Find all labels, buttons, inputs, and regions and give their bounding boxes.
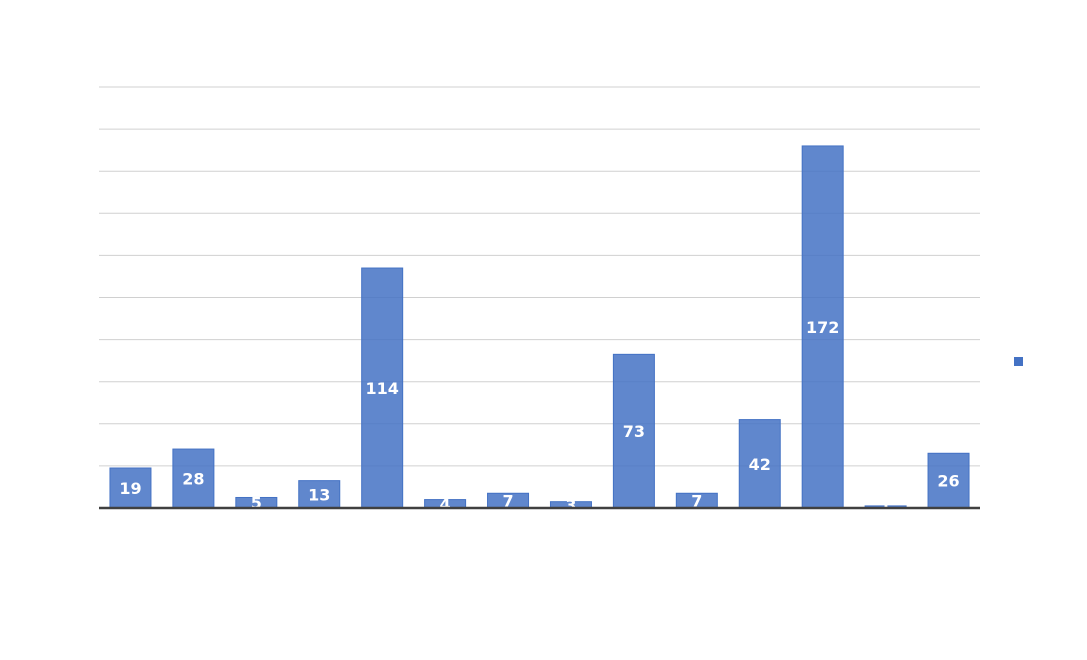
bar-value-label: 26	[937, 472, 959, 491]
bar	[109, 467, 152, 509]
bar-value-label: 7	[691, 492, 702, 511]
bar-value-label: 114	[365, 379, 398, 398]
bar-value-label: 42	[749, 455, 771, 474]
bar-value-label: 7	[502, 492, 513, 511]
bar	[172, 448, 215, 509]
bar	[801, 145, 844, 509]
gridlines	[99, 86, 980, 467]
bar	[612, 353, 655, 509]
bar-value-label: 172	[806, 318, 839, 337]
bar-value-label: 3	[565, 496, 576, 515]
bar-value-label: 28	[182, 470, 204, 489]
bar-value-label: 19	[119, 479, 141, 498]
bar-value-label: 4	[440, 495, 451, 514]
bar-value-label: 5	[251, 494, 262, 513]
bar-value-label: 73	[623, 422, 645, 441]
bars	[109, 145, 970, 509]
bar	[927, 452, 970, 509]
legend-swatch	[1014, 357, 1023, 366]
bar-value-label: 13	[308, 485, 330, 504]
bar-labels: 192851311447373742172126	[119, 318, 959, 517]
